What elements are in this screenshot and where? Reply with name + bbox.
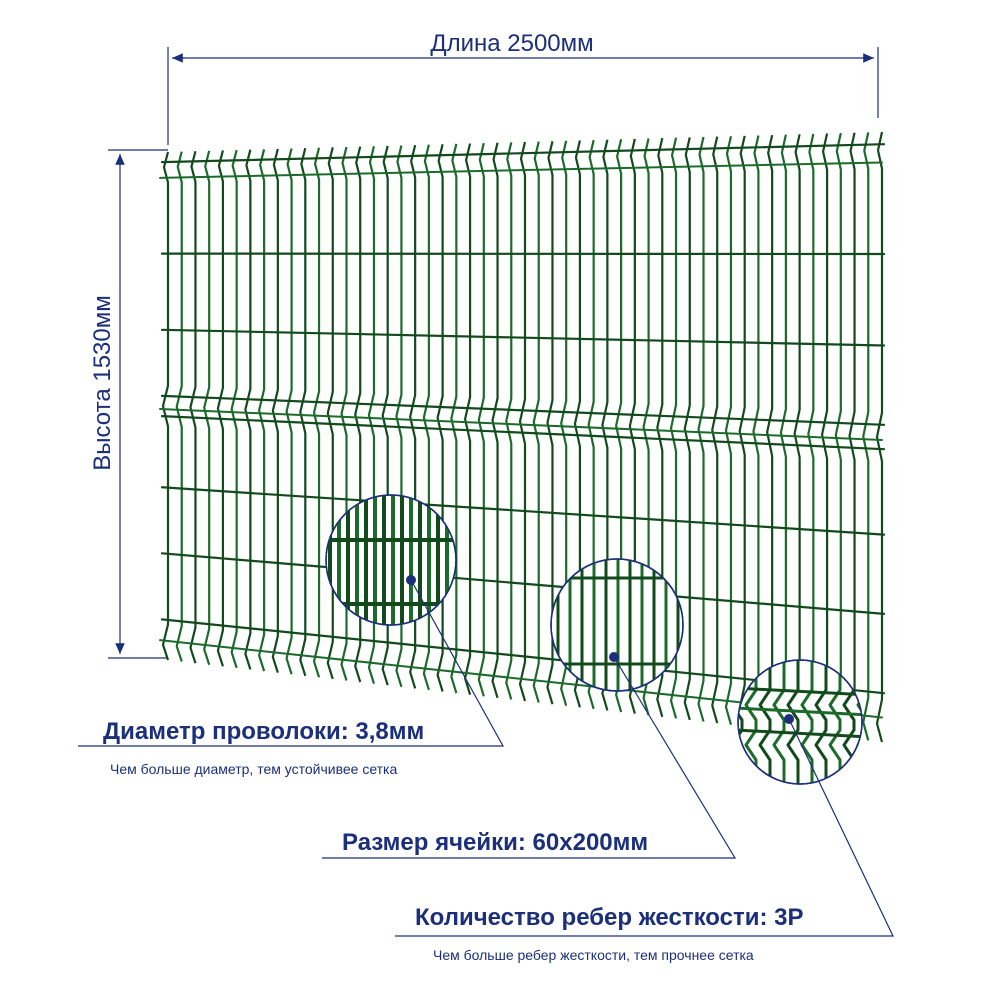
fence-panel [159,131,886,743]
ribs-leader-line [395,718,894,937]
ribs-count-label: Количество ребер жесткости: 3Р [415,904,804,931]
wire-diameter-note: Чем больше диаметр, тем устойчивее сетка [110,761,398,777]
length-label: Длина 2500мм [430,30,594,57]
cell-size-label: Размер ячейки: 60x200мм [342,829,649,856]
length-dimension-line [167,47,879,145]
cell-size-magnifier [550,558,684,692]
height-label: Высота 1530мм [89,295,116,471]
cell-leader-line [322,656,737,859]
height-dimension-line [108,149,168,659]
wire-leader-line [78,579,505,747]
ribs-magnifier [737,659,863,785]
wire-diameter-label: Диаметр проволоки: 3,8мм [103,718,425,745]
wire-diameter-magnifier [325,494,457,626]
ribs-note: Чем больше ребер жесткости, тем прочнее … [433,947,754,963]
